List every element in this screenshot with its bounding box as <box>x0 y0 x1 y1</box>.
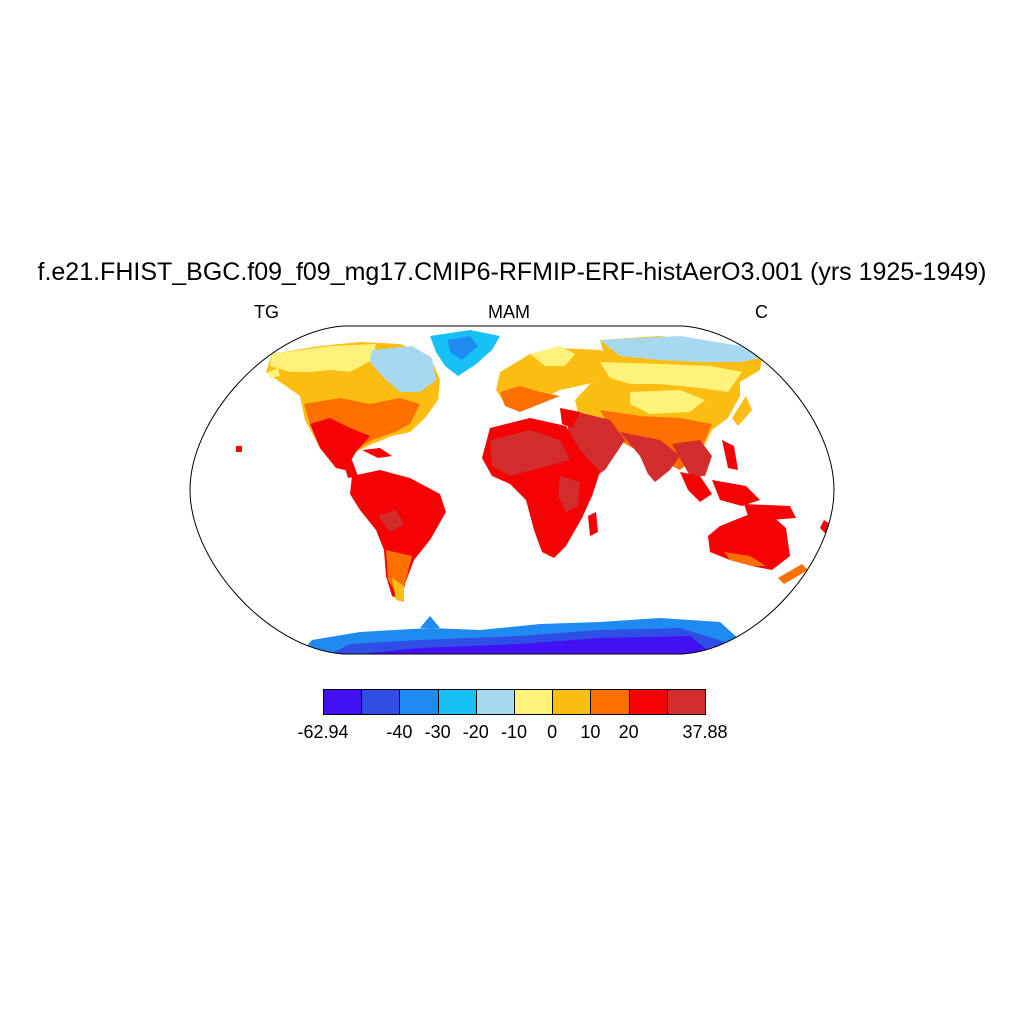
south-america <box>350 470 446 602</box>
australia <box>708 514 830 584</box>
colorbar-tick-label: -20 <box>462 722 489 742</box>
colorbar-swatch <box>666 689 706 715</box>
colorbar-tick-label: 20 <box>618 722 639 742</box>
colorbar-tick-label: 37.88 <box>682 722 728 742</box>
colorbar-swatch <box>590 689 630 715</box>
colorbar-swatch <box>514 689 554 715</box>
north-america <box>266 342 440 478</box>
greenland <box>430 330 500 376</box>
colorbar-tick-label: -40 <box>386 722 413 742</box>
colorbar-tick-label: -62.94 <box>297 722 349 742</box>
colorbar-swatch <box>399 689 439 715</box>
colorbar-tick-label: 0 <box>547 722 558 742</box>
map-title: f.e21.FHIST_BGC.f09_f09_mg17.CMIP6-RFMIP… <box>37 258 987 286</box>
colorbar-tick-label: -30 <box>424 722 451 742</box>
season-label: MAM <box>488 302 530 322</box>
europe <box>496 346 620 412</box>
colorbar-tick-label: 10 <box>580 722 601 742</box>
africa <box>482 418 600 558</box>
units-label: C <box>755 302 768 322</box>
colorbar-swatch <box>437 689 477 715</box>
map-boundary <box>189 325 835 655</box>
variable-label: TG <box>254 302 279 322</box>
antarctica <box>300 616 740 654</box>
colorbar-swatch <box>323 689 363 715</box>
colorbar-swatch <box>552 689 592 715</box>
colorbar-swatch <box>361 689 401 715</box>
colorbar-swatch <box>628 689 668 715</box>
colorbar-tick-label: -10 <box>500 722 528 742</box>
colorbar-swatch <box>475 689 515 715</box>
